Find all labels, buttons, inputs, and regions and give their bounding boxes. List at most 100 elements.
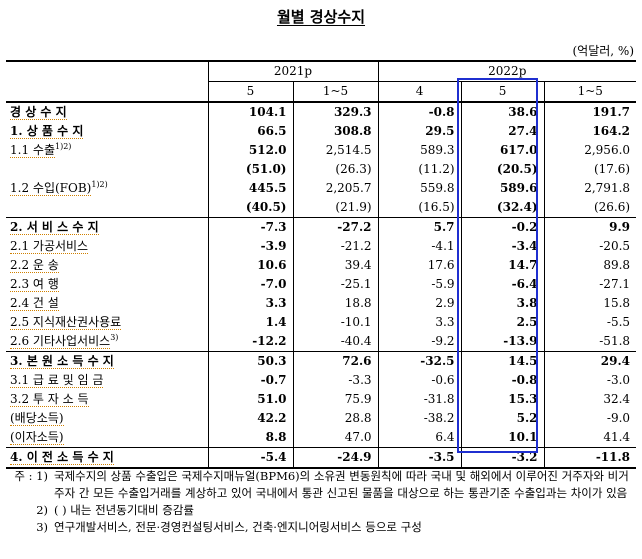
row-label: 1. 상 품 수 지 (10, 124, 84, 139)
value-cell: (11.2) (377, 160, 462, 179)
value-cell: (17.6) (543, 160, 637, 179)
value-cell: 89.8 (543, 256, 637, 275)
table-row: 2.1 가공서비스 -3.9 -21.2 -4.1 -3.4 -20.5 (6, 237, 637, 256)
value-cell: 51.0 (207, 390, 293, 409)
footnotes: 주 : 1) 국제수지의 상품 수출입은 국제수지매뉴얼(BPM6)의 소유권 변… (8, 468, 636, 536)
value-cell: 2,205.7 (292, 179, 379, 198)
value-cell: 329.3 (292, 101, 379, 122)
current-account-table: 2021p 2022p 5 1~5 4 5 1~5 경 상 수 지 104.1 329.3-… (6, 60, 637, 469)
table-row: 4. 이 전 소 득 수 지 -5.4 -24.9 -3.5 -3.2 -11.8 (6, 447, 637, 469)
value-cell: 10.1 (460, 428, 545, 448)
value-cell: -0.7 (207, 371, 293, 390)
table-row: 3. 본 원 소 득 수 지 50.3 72.6 -32.5 14.5 29.4 (6, 351, 637, 371)
table-row: 1.2 수입(FOB)1)2) 445.5 2,205.7 559.8 589.6 2,7… (6, 179, 637, 198)
value-cell: -13.9 (460, 332, 545, 352)
row-label: 2.3 여 행 (10, 277, 59, 292)
value-cell: 3.8 (460, 294, 545, 313)
value-cell: 2,956.0 (543, 141, 637, 160)
value-cell: 9.9 (543, 217, 637, 237)
value-cell: -24.9 (292, 447, 379, 469)
table-row: 경 상 수 지 104.1 329.3 -0.8 38.6 191.7 (6, 101, 637, 122)
value-cell: 2.9 (377, 294, 462, 313)
value-cell: -32.5 (377, 351, 462, 371)
value-cell: 5.2 (460, 409, 545, 428)
value-cell: (26.6) (543, 198, 637, 218)
value-cell: 559.8 (377, 179, 462, 198)
row-label: 3.1 급 료 및 임 금 (10, 373, 104, 388)
page-title: 월별 경상수지 (276, 8, 366, 26)
value-cell: 1.4 (207, 313, 293, 332)
value-cell: 3.3 (377, 313, 462, 332)
value-cell: -0.8 (460, 371, 545, 390)
header-row-months: 5 1~5 4 5 1~5 (6, 81, 637, 102)
table-row: 2.4 건 설 3.3 18.8 2.9 3.8 15.8 (6, 294, 637, 313)
row-label: 3. 본 원 소 득 수 지 (6, 351, 208, 371)
table-row: 2.5 지식재산권사용료 1.4 -10.1 3.3 2.5 -5.5 (6, 313, 637, 332)
row-label: 2. 서 비 스 수 지 (6, 217, 208, 237)
row-label: 2.5 지식재산권사용료 (10, 315, 122, 330)
value-cell: 308.8 (292, 122, 379, 141)
value-cell: -51.8 (543, 332, 637, 352)
value-cell: 589.3 (377, 141, 462, 160)
value-cell: -21.2 (292, 237, 379, 256)
value-cell: 191.7 (543, 101, 637, 122)
value-cell: 5.7 (377, 217, 462, 237)
row-label: 2.6 기타사업서비스3) (10, 333, 119, 349)
value-cell: -9.0 (543, 409, 637, 428)
table-row: 2.3 여 행 -7.0 -25.1 -5.9 -6.4 -27.1 (6, 275, 637, 294)
value-cell: 39.4 (292, 256, 379, 275)
row-label: (이자소득) (10, 430, 64, 445)
value-cell: -31.8 (377, 390, 462, 409)
value-cell: 2,514.5 (292, 141, 379, 160)
value-cell: -0.2 (460, 217, 545, 237)
value-cell: -40.4 (292, 332, 379, 352)
value-cell: 2.5 (460, 313, 545, 332)
value-cell: (40.5) (207, 198, 293, 218)
row-label (6, 160, 208, 179)
value-cell: 6.4 (377, 428, 462, 448)
value-cell: 8.8 (207, 428, 293, 448)
value-cell: -7.0 (207, 275, 293, 294)
value-cell: 164.2 (543, 122, 637, 141)
value-cell: 10.6 (207, 256, 293, 275)
column-header: 5 (207, 81, 293, 102)
row-label: 경 상 수 지 (6, 101, 208, 122)
value-cell: -5.4 (207, 447, 293, 469)
row-label (6, 198, 208, 218)
table-row: 3.1 급 료 및 임 금 -0.7 -3.3 -0.6 -0.8 -3.0 (6, 371, 637, 390)
table-row: (이자소득) 8.8 47.0 6.4 10.1 41.4 (6, 428, 637, 448)
value-cell: 75.9 (292, 390, 379, 409)
value-cell: (32.4) (460, 198, 545, 218)
value-cell: -12.2 (207, 332, 293, 352)
value-cell: -3.9 (207, 237, 293, 256)
table-row: 2. 서 비 스 수 지 -7.3 -27.2 5.7 -0.2 9.9 (6, 217, 637, 237)
unit-label: (억달러, %) (572, 44, 634, 58)
year-2021-header: 2021p (207, 60, 379, 82)
value-cell: -5.5 (543, 313, 637, 332)
row-label: 1.1 수출1)2) (10, 142, 72, 158)
footnote: 2)( ) 내는 전년동기대비 증감률 (36, 503, 194, 517)
table-row: 2.2 운 송 10.6 39.4 17.6 14.7 89.8 (6, 256, 637, 275)
column-header: 5 (460, 81, 545, 102)
value-cell: -3.4 (460, 237, 545, 256)
value-cell: -0.8 (377, 101, 462, 122)
value-cell: 41.4 (543, 428, 637, 448)
value-cell: -10.1 (292, 313, 379, 332)
value-cell: 2,791.8 (543, 179, 637, 198)
row-label: 4. 이 전 소 득 수 지 (6, 447, 208, 469)
value-cell: 32.4 (543, 390, 637, 409)
value-cell: 3.3 (207, 294, 293, 313)
value-cell: -27.1 (543, 275, 637, 294)
value-cell: -20.5 (543, 237, 637, 256)
column-header: 1~5 (292, 81, 379, 102)
value-cell: 104.1 (207, 101, 293, 122)
value-cell: -3.5 (377, 447, 462, 469)
table-row: 1. 상 품 수 지 66.5 308.8 29.5 27.4 164.2 (6, 122, 637, 141)
value-cell: -3.0 (543, 371, 637, 390)
value-cell: -0.6 (377, 371, 462, 390)
value-cell: -7.3 (207, 217, 293, 237)
value-cell: (26.3) (292, 160, 379, 179)
column-header: 4 (377, 81, 462, 102)
value-cell: (16.5) (377, 198, 462, 218)
value-cell: -11.8 (543, 447, 637, 469)
